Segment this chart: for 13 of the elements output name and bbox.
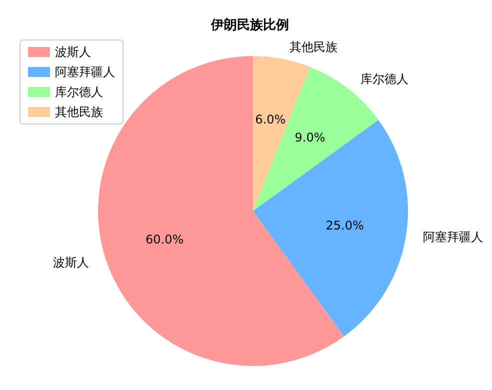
slice-label: 库尔德人 — [360, 72, 408, 86]
legend-label: 其他民族 — [55, 105, 103, 119]
slice-label: 波斯人 — [53, 256, 90, 270]
chart-title: 伊朗民族比例 — [210, 17, 289, 33]
data-label: 25.0% — [326, 218, 364, 233]
data-label: 6.0% — [255, 112, 286, 127]
legend-label: 库尔德人 — [55, 85, 103, 99]
slice-label: 阿塞拜疆人 — [422, 230, 483, 244]
legend-label: 阿塞拜疆人 — [55, 65, 115, 79]
data-label: 60.0% — [145, 232, 184, 247]
slice-label: 其他民族 — [289, 40, 338, 54]
data-label: 9.0% — [294, 130, 326, 145]
legend-label: 波斯人 — [55, 45, 91, 59]
